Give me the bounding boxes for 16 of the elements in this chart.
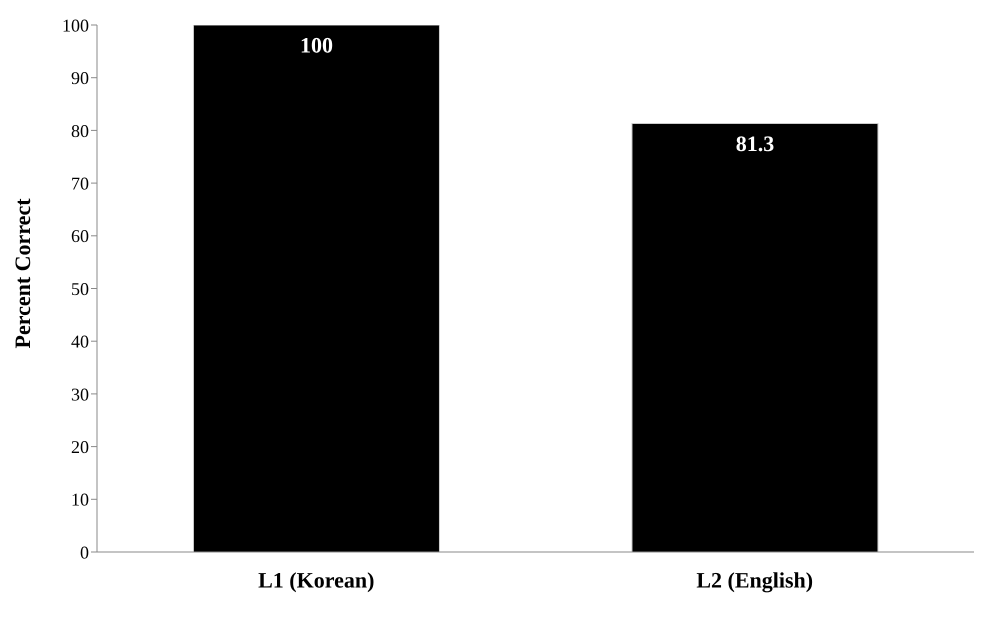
- y-tick-label: 90: [71, 68, 89, 88]
- data-label: 81.3: [736, 131, 774, 156]
- y-tick-label: 0: [80, 542, 89, 562]
- y-axis-title: Percent Correct: [10, 198, 35, 348]
- data-label: 100: [300, 32, 333, 58]
- y-tick-label: 50: [71, 278, 89, 299]
- y-tick-label: 80: [71, 120, 89, 141]
- y-tick-label: 60: [71, 226, 89, 246]
- y-tick-label: 20: [71, 436, 89, 457]
- x-tick-label: L2 (English): [696, 568, 814, 593]
- y-tick-label: 10: [71, 490, 89, 510]
- x-tick-label: L1 (Korean): [258, 568, 374, 593]
- y-tick-label: 30: [71, 384, 89, 404]
- y-tick-label: 40: [71, 332, 89, 352]
- y-tick-label: 100: [62, 15, 89, 36]
- y-tick-label: 70: [71, 173, 89, 194]
